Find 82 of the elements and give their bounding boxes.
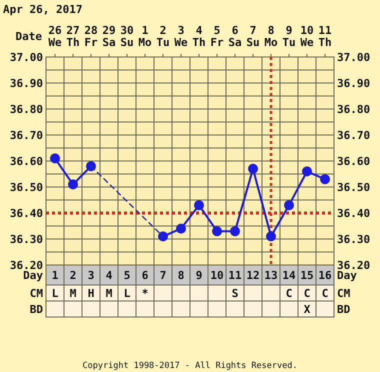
y-tick-label: CM xyxy=(30,287,44,300)
chart-title: Apr 26, 2017 xyxy=(3,3,82,16)
point xyxy=(230,226,240,236)
x2-tick-label: 8 Mo xyxy=(264,24,278,49)
y2-tick-label: 36.50 xyxy=(337,180,370,194)
x-tick-label: 16 xyxy=(318,269,332,282)
x2-tick-label: 5 Fr xyxy=(210,24,224,49)
point xyxy=(50,153,60,164)
y2-tick-label: 36.80 xyxy=(337,102,370,116)
x-tick-label: 8 xyxy=(178,269,184,282)
y-tick-label: 36.80 xyxy=(10,102,43,116)
x-tick-label: 7 xyxy=(160,269,166,282)
x2-tick-label: 29 Sa xyxy=(102,24,116,49)
x2-tick-label: 6 Sa xyxy=(228,24,242,49)
x2-tick-label: 26 We xyxy=(48,24,62,49)
y2-tick-label: 37.00 xyxy=(337,50,370,64)
text: M xyxy=(70,287,76,300)
point xyxy=(68,179,78,190)
x-tick-label: 1 xyxy=(52,269,59,282)
y2-tick-label: CM xyxy=(337,287,351,300)
y-tick-label: 36.20 xyxy=(10,258,43,272)
point xyxy=(158,231,168,242)
y2-tick-label: 36.40 xyxy=(337,206,370,220)
x2-tick-label: 7 Su xyxy=(246,24,260,49)
y-tick-label: BD xyxy=(30,303,44,316)
text: C xyxy=(286,287,292,300)
text: Day xyxy=(337,269,357,282)
y2-tick-label: 36.60 xyxy=(337,154,370,168)
point xyxy=(302,166,312,176)
x-tick-label: 15 xyxy=(300,269,314,282)
x-tick-label: 5 xyxy=(124,269,130,282)
x-tick-label: 13 xyxy=(264,269,278,282)
y2-tick-label: 36.90 xyxy=(337,76,370,90)
x2-tick-label: 2 Tu xyxy=(156,24,170,49)
y-tick-label: 36.30 xyxy=(10,232,43,246)
x2-tick-label: 9 Tu xyxy=(282,24,296,49)
y2-tick-label: 36.30 xyxy=(337,232,370,246)
text: L xyxy=(52,287,58,300)
y2-tick-label: 36.70 xyxy=(337,128,370,142)
x-axis-title: Day xyxy=(23,269,44,282)
y2-tick-label: BD xyxy=(337,303,351,316)
x-tick-label: 3 xyxy=(88,269,94,282)
point xyxy=(194,200,204,210)
x2-axis-title: Date xyxy=(16,30,42,43)
x-tick-label: 11 xyxy=(228,269,242,282)
point xyxy=(176,224,186,234)
text: C xyxy=(322,287,328,300)
x2-tick-label: 10 We xyxy=(300,24,314,49)
x2-tick-label: 11 Th xyxy=(318,24,332,49)
x-tick-label: 9 xyxy=(196,269,202,282)
x2-tick-label: 4 Th xyxy=(192,24,206,49)
x-tick-label: 12 xyxy=(246,269,260,282)
y-tick-label: 36.90 xyxy=(10,76,43,90)
text: H xyxy=(88,287,94,300)
x-tick-label: 4 xyxy=(106,269,113,282)
x-tick-label: 14 xyxy=(282,269,296,282)
point xyxy=(248,164,258,174)
x2-tick-label: 3 We xyxy=(174,24,188,49)
text: Copyright 1998-2017 - All Rights Reserved. xyxy=(82,361,298,371)
x2-tick-label: 30 Su xyxy=(120,24,134,49)
y-tick-label: 37.00 xyxy=(10,50,43,64)
x-tick-label: 10 xyxy=(210,269,224,282)
x2-tick-label: 27 Th xyxy=(66,24,80,49)
point xyxy=(212,226,222,236)
text: M xyxy=(106,287,112,300)
text: * xyxy=(142,287,148,300)
x2-tick-label: 28 Fr xyxy=(84,24,98,49)
y2-tick-label: 36.20 xyxy=(337,258,370,272)
text: L xyxy=(124,287,130,300)
x2-tick-label: 1 Mo xyxy=(138,24,152,49)
point xyxy=(266,231,276,242)
y-tick-label: 36.50 xyxy=(10,180,43,194)
point xyxy=(284,200,294,210)
y-tick-label: 36.70 xyxy=(10,128,43,142)
text: X xyxy=(304,303,310,316)
y-tick-label: 36.40 xyxy=(10,206,43,220)
point xyxy=(320,174,330,184)
x-tick-label: 2 xyxy=(70,269,76,282)
y-tick-label: 36.60 xyxy=(10,154,43,168)
x-tick-label: 6 xyxy=(142,269,149,282)
text: C xyxy=(304,287,310,300)
text: S xyxy=(232,287,238,300)
